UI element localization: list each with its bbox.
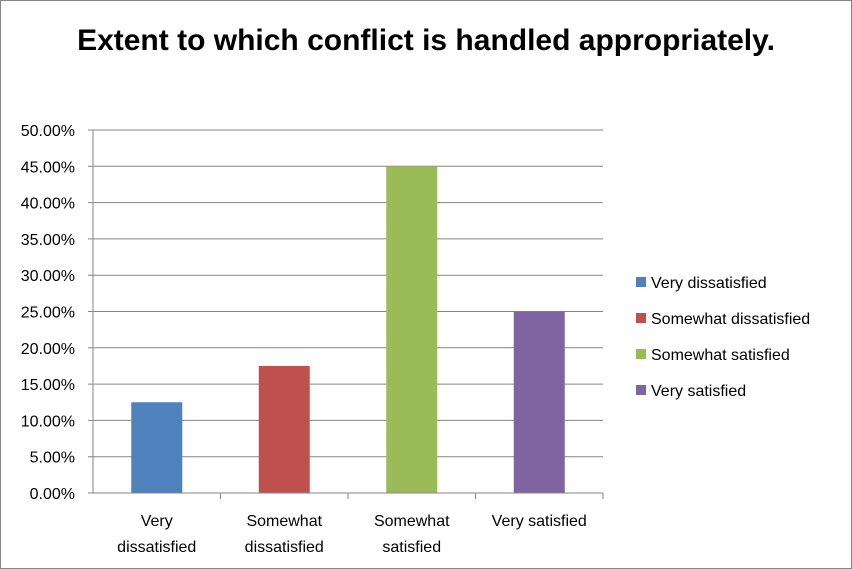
legend-label: Somewhat satisfied [651,347,790,364]
x-tick-label-line: dissatisfied [117,539,196,556]
y-tick-label: 15.00% [21,377,75,394]
y-tick-label: 0.00% [30,486,75,503]
bar-4 [513,311,565,493]
bar-3 [386,166,438,494]
x-tick-label-line: Somewhat [374,513,450,530]
x-tick-label-line: Very [141,513,173,530]
y-tick-label: 30.00% [21,268,75,285]
y-tick-label: 25.00% [21,305,75,322]
y-tick-label: 45.00% [21,159,75,176]
legend-swatch [636,277,646,287]
legend-swatch [636,313,646,323]
x-tick-label-line: Somewhat [246,513,322,530]
y-tick-label: 35.00% [21,232,75,249]
bar-2 [258,365,310,493]
x-tick-label: Very dissatisfied [117,513,196,556]
y-tick-label: 20.00% [21,341,75,358]
x-tick-label: Somewhat dissatisfied [245,513,324,556]
chart-title: Extent to which conflict is handled appr… [77,24,775,57]
x-tick-label-line: satisfied [382,539,441,556]
bar-1 [131,402,183,493]
x-tick-label-line: dissatisfied [245,539,324,556]
x-tick-label: Very satisfied [492,513,587,530]
legend-swatch [636,349,646,359]
legend-label: Somewhat dissatisfied [651,311,810,328]
legend-swatch [636,385,646,395]
y-tick-label: 5.00% [30,450,75,467]
x-tick-label: Somewhat satisfied [374,513,450,556]
x-tick-label-line: Very satisfied [492,513,587,530]
legend-label: Very satisfied [651,383,746,400]
y-tick-label: 40.00% [21,196,75,213]
y-tick-label: 50.00% [21,123,75,140]
legend-label: Very dissatisfied [651,275,767,292]
y-tick-label: 10.00% [21,413,75,430]
